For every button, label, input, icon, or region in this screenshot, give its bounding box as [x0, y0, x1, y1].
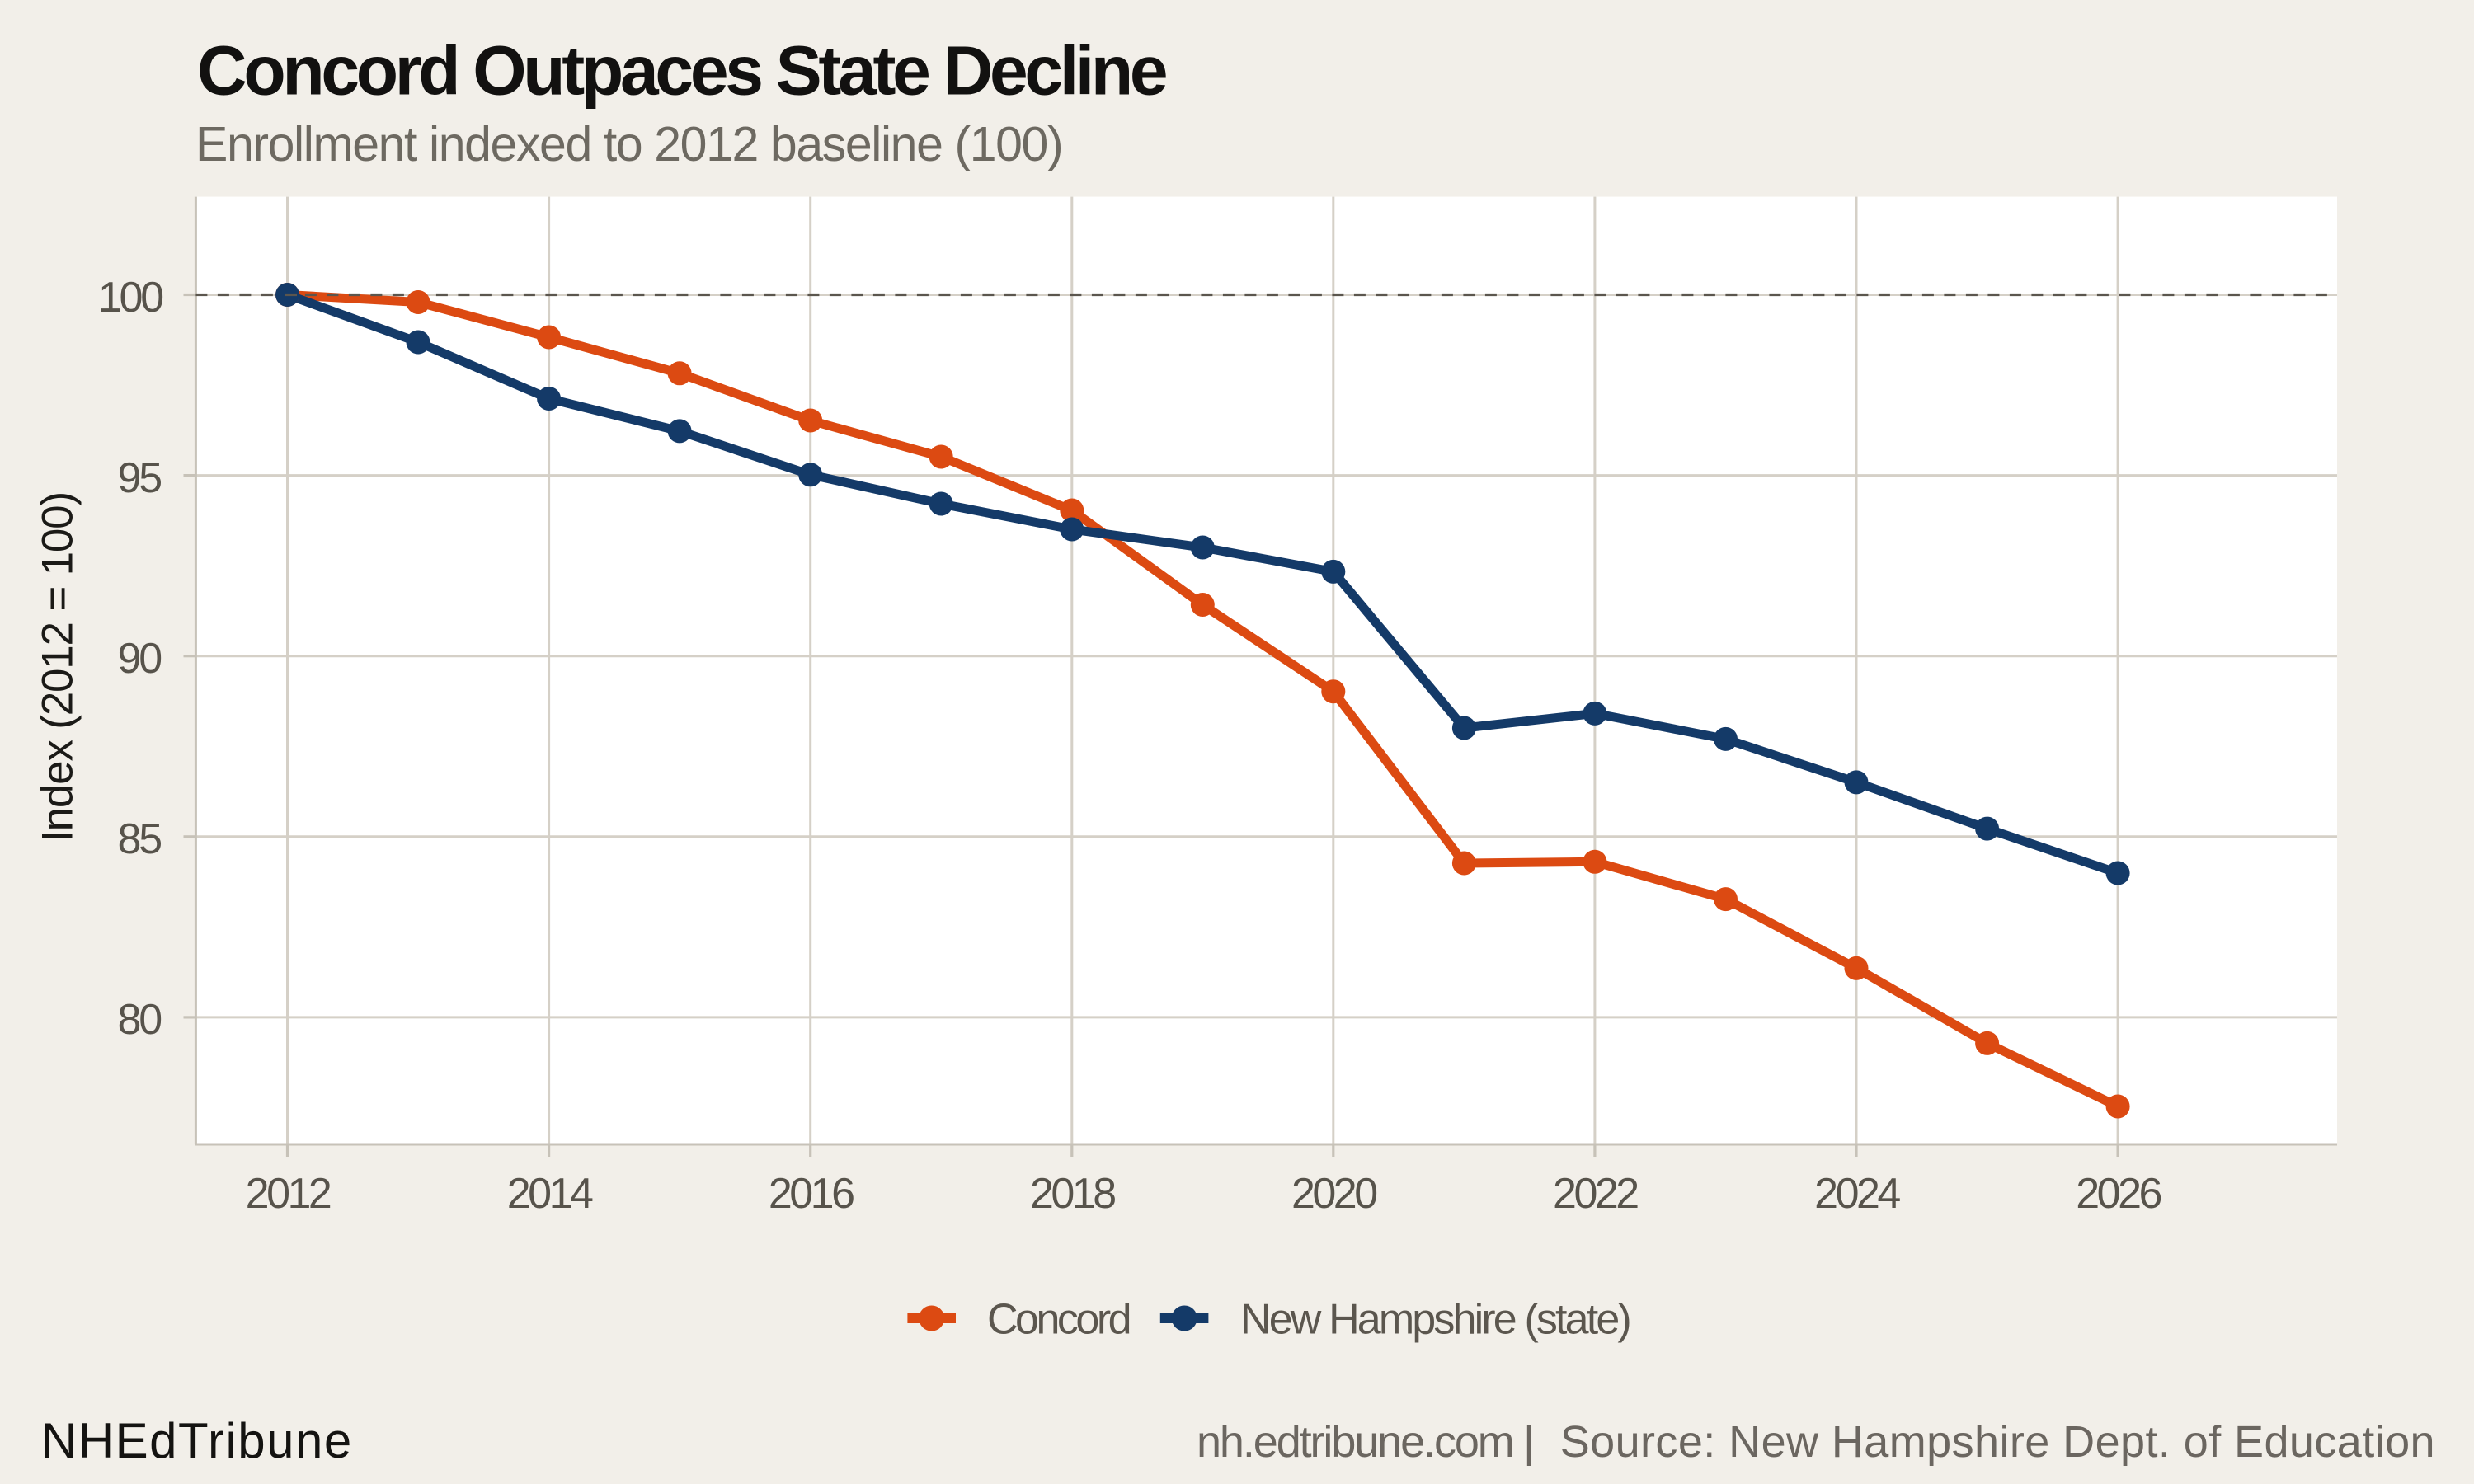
- svg-text:80: 80: [118, 996, 162, 1044]
- svg-text:|: |: [1523, 1417, 1535, 1467]
- svg-text:2024: 2024: [1814, 1170, 1900, 1218]
- svg-text:Enrollment indexed to 2012 bas: Enrollment indexed to 2012 baseline (100…: [195, 117, 1062, 171]
- svg-text:NHEdTribune: NHEdTribune: [41, 1413, 353, 1468]
- svg-text:New Hampshire (state): New Hampshire (state): [1240, 1296, 1630, 1344]
- svg-text:100: 100: [98, 274, 162, 322]
- svg-text:90: 90: [118, 635, 162, 683]
- svg-text:2022: 2022: [1553, 1170, 1638, 1218]
- svg-text:2014: 2014: [507, 1170, 593, 1218]
- svg-text:2020: 2020: [1291, 1170, 1376, 1218]
- svg-text:85: 85: [118, 815, 162, 863]
- svg-text:95: 95: [118, 454, 162, 502]
- svg-text:Concord: Concord: [987, 1296, 1130, 1344]
- svg-text:2018: 2018: [1030, 1170, 1115, 1218]
- svg-text:Source: New Hampshire Dept. of: Source: New Hampshire Dept. of Education: [1560, 1417, 2435, 1467]
- svg-text:2012: 2012: [246, 1170, 331, 1218]
- svg-text:nh.edtribune.com: nh.edtribune.com: [1197, 1417, 1513, 1467]
- svg-text:2016: 2016: [769, 1170, 854, 1218]
- svg-text:Concord Outpaces State Decline: Concord Outpaces State Decline: [197, 32, 1166, 110]
- svg-text:2026: 2026: [2076, 1170, 2161, 1218]
- svg-text:Index (2012 = 100): Index (2012 = 100): [34, 492, 82, 843]
